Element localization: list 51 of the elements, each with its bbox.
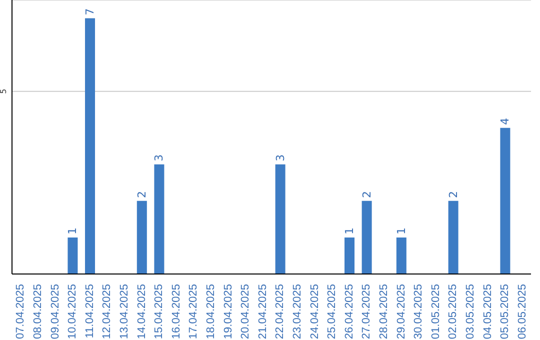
- x-tick-label: 15.04.2025: [153, 284, 166, 340]
- x-tick-label: 13.04.2025: [118, 284, 130, 340]
- bar: [500, 128, 510, 274]
- bar: [448, 200, 458, 274]
- bar: [68, 237, 78, 274]
- x-tick-label: 23.04.2025: [291, 284, 304, 340]
- x-tick-label: 11.04.2025: [84, 284, 96, 338]
- x-tick-label: 27.04.2025: [360, 284, 373, 340]
- bar: [275, 164, 286, 274]
- x-tick-label: 14.04.2025: [136, 284, 148, 340]
- x-tick-label: 25.04.2025: [326, 284, 338, 340]
- bar: [136, 200, 147, 274]
- x-tick-label: 17.04.2025: [188, 284, 200, 340]
- data-label: 2: [135, 190, 148, 198]
- data-label: 4: [498, 118, 512, 125]
- x-tick-label: 04.05.2025: [482, 284, 494, 340]
- x-tick-label: 10.04.2025: [66, 284, 79, 340]
- x-tick-label: 07.04.2025: [14, 284, 27, 340]
- data-label: 1: [343, 227, 356, 234]
- x-tick-label: 22.04.2025: [274, 284, 286, 340]
- x-tick-label: 03.05.2025: [464, 284, 476, 340]
- x-tick-label: 20.04.2025: [240, 284, 252, 340]
- data-label: 3: [152, 154, 166, 162]
- bar: [362, 200, 372, 274]
- data-label: 2: [360, 190, 374, 198]
- x-tick-label: 02.05.2025: [447, 284, 460, 340]
- data-label: 1: [394, 227, 408, 234]
- x-tick-label: 05.05.2025: [499, 284, 512, 340]
- x-tick-label: 18.04.2025: [204, 284, 217, 340]
- data-label: 1: [66, 227, 80, 234]
- data-label: 7: [84, 8, 97, 16]
- x-tick-label: 30.04.2025: [412, 284, 425, 340]
- y-tick-label: 5: [0, 88, 8, 94]
- x-tick-label: 12.04.2025: [101, 284, 114, 340]
- bar: [85, 18, 96, 274]
- bar: [344, 237, 355, 274]
- bar: [154, 164, 164, 274]
- x-tick-label: 29.04.2025: [395, 284, 408, 340]
- x-tick-label: 21.04.2025: [256, 284, 269, 340]
- x-tick-label: 28.04.2025: [378, 284, 390, 340]
- x-tick-label: 26.04.2025: [343, 284, 356, 340]
- x-tick-label: 16.04.2025: [170, 284, 182, 340]
- x-tick-label: 24.04.2025: [308, 284, 321, 340]
- bar: [396, 237, 406, 274]
- x-tick-label: 09.04.2025: [49, 284, 62, 340]
- data-label: 2: [446, 190, 460, 198]
- x-tick-label: 19.04.2025: [222, 284, 234, 340]
- x-tick-label: 08.04.2025: [32, 284, 44, 340]
- x-tick-label: 01.05.2025: [430, 284, 442, 340]
- x-tick-label: 06.05.2025: [516, 284, 528, 340]
- data-label: 3: [274, 154, 287, 162]
